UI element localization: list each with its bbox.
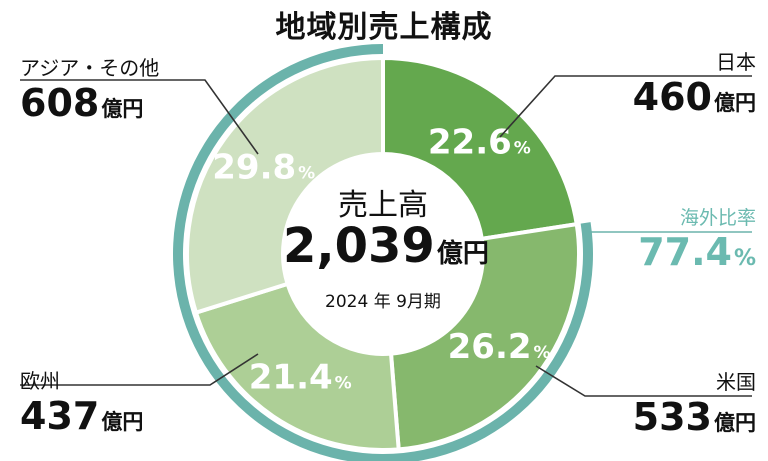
- overseas-ratio: 海外比率 77.4%: [638, 203, 756, 274]
- leader-line-usa: [535, 365, 752, 397]
- percent-label-europe: 21.4%: [249, 358, 352, 398]
- center-label: 売上高: [338, 188, 428, 223]
- center-total-unit: 億円: [436, 239, 489, 269]
- overseas-ratio-amount: 77.4%: [638, 230, 756, 274]
- region-asia-value: 608: [20, 81, 100, 125]
- leader-line-japan: [499, 75, 752, 138]
- overseas-ratio-unit: %: [733, 246, 756, 271]
- region-japan-amount: 460億円: [633, 75, 756, 119]
- region-usa-value: 533: [632, 395, 712, 439]
- percent-label-japan: 22.6%: [428, 123, 531, 163]
- region-asia-name: アジア・その他: [20, 56, 160, 80]
- region-asia-unit: 億円: [101, 97, 144, 121]
- slice-japan: [381, 55, 580, 242]
- slice-asia: [185, 55, 385, 316]
- region-usa-name: 米国: [716, 370, 756, 394]
- region-europe-value: 437: [20, 394, 100, 438]
- region-japan: 日本 460億円: [633, 46, 756, 119]
- region-asia-amount: 608億円: [20, 81, 159, 125]
- region-europe-unit: 億円: [101, 410, 144, 434]
- percent-label-usa: 26.2%: [448, 327, 551, 367]
- center-total: 2,039億円: [283, 218, 489, 274]
- overseas-ratio-value: 77.4: [638, 230, 732, 274]
- slice-europe: [193, 281, 401, 452]
- percent-label-asia: 29.8%: [212, 147, 315, 187]
- region-europe-amount: 437億円: [20, 394, 143, 438]
- center-total-value: 2,039: [283, 218, 435, 274]
- region-japan-unit: 億円: [714, 91, 756, 115]
- center-period: 2024 年 9月期: [325, 292, 441, 312]
- region-japan-value: 460: [632, 75, 712, 119]
- region-europe: 欧州 437億円: [20, 365, 143, 438]
- region-usa-amount: 533億円: [633, 395, 756, 439]
- region-japan-name: 日本: [716, 50, 756, 74]
- region-asia: アジア・その他 608億円: [20, 52, 159, 125]
- leader-line-asia: [20, 79, 259, 155]
- region-usa-unit: 億円: [714, 411, 756, 435]
- leader-line-europe: [20, 353, 259, 386]
- slice-usa: [388, 221, 581, 452]
- region-europe-name: 欧州: [20, 369, 60, 393]
- chart-title: 地域別売上構成: [275, 10, 493, 45]
- overseas-ratio-label: 海外比率: [679, 207, 756, 229]
- region-usa: 米国 533億円: [633, 366, 756, 439]
